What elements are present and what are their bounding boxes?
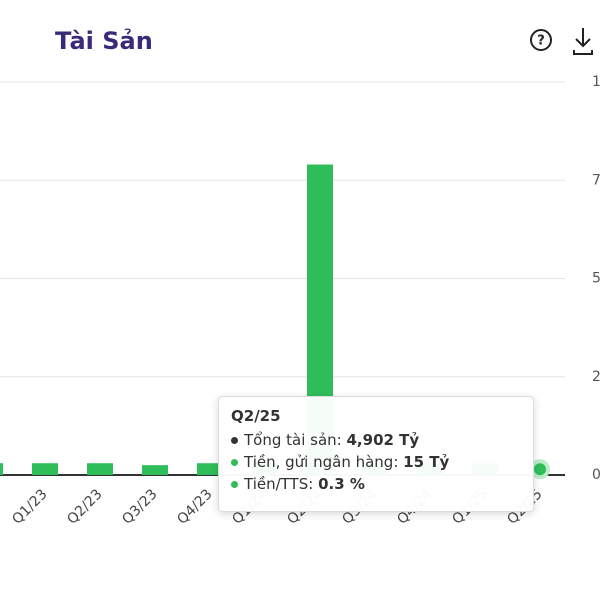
x-tick-label: Q4/23 [174, 486, 215, 527]
svg-text:?: ? [537, 34, 545, 49]
bar [0, 463, 3, 475]
tooltip-value: 4,902 Tỷ [346, 431, 420, 449]
tooltip-label: Tiền, gửi ngân hàng: [244, 453, 399, 471]
tooltip-row: Tổng tài sản: 4,902 Tỷ [231, 429, 521, 451]
bar [197, 463, 223, 475]
tooltip-row: Tiền/TTS: 0.3 % [231, 473, 521, 495]
chart-title: Tài Sản [55, 27, 153, 55]
tooltip-value: 15 Tỷ [403, 453, 450, 471]
bar [142, 465, 168, 475]
tooltip-dot [231, 437, 238, 444]
y-tick-label: 0 [592, 467, 600, 483]
help-icon[interactable]: ? [530, 29, 552, 51]
tooltip-row: Tiền, gửi ngân hàng: 15 Tỷ [231, 451, 521, 473]
y-tick-label: 75 [592, 172, 600, 188]
tooltip-title: Q2/25 [231, 407, 281, 425]
y-tick-label: 25 [592, 369, 600, 385]
x-tick-label: Q2/23 [64, 486, 105, 527]
tooltip-dot [231, 481, 238, 488]
tooltip: Q2/25 Tổng tài sản: 4,902 Tỷ Tiền, gửi ng… [218, 396, 534, 512]
bar [530, 459, 550, 480]
tooltip-dot [231, 459, 238, 466]
y-tick-label: 50 [592, 271, 600, 287]
x-tick-label: Q3/23 [119, 486, 160, 527]
download-icon[interactable] [573, 28, 593, 55]
tooltip-value: 0.3 % [318, 475, 365, 493]
tooltip-label: Tổng tài sản: [244, 431, 342, 449]
tooltip-label: Tiền/TTS: [244, 475, 314, 493]
bar [87, 463, 113, 475]
x-tick-label: Q1/23 [9, 486, 50, 527]
bar [32, 463, 58, 475]
y-tick-label: 100 [592, 74, 600, 90]
